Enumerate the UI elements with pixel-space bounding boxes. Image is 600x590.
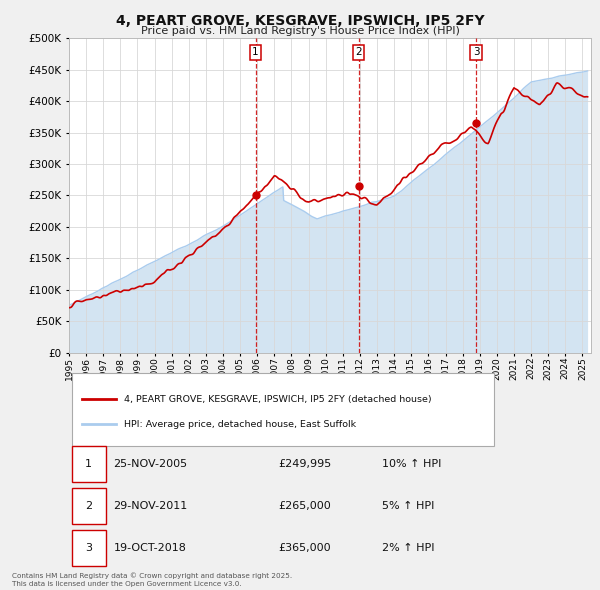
Text: 2% ↑ HPI: 2% ↑ HPI (382, 543, 434, 553)
Text: 4, PEART GROVE, KESGRAVE, IPSWICH, IP5 2FY: 4, PEART GROVE, KESGRAVE, IPSWICH, IP5 2… (116, 14, 484, 28)
Text: Contains HM Land Registry data © Crown copyright and database right 2025.: Contains HM Land Registry data © Crown c… (12, 572, 292, 579)
Text: 29-NOV-2011: 29-NOV-2011 (113, 501, 188, 511)
Text: 2: 2 (355, 47, 362, 57)
Text: 1: 1 (85, 459, 92, 469)
FancyBboxPatch shape (71, 447, 106, 482)
Text: 10% ↑ HPI: 10% ↑ HPI (382, 459, 442, 469)
FancyBboxPatch shape (71, 489, 106, 524)
Text: HPI: Average price, detached house, East Suffolk: HPI: Average price, detached house, East… (124, 420, 356, 429)
Text: 25-NOV-2005: 25-NOV-2005 (113, 459, 187, 469)
Text: 3: 3 (85, 543, 92, 553)
Text: £265,000: £265,000 (278, 501, 331, 511)
Text: 19-OCT-2018: 19-OCT-2018 (113, 543, 186, 553)
Text: £365,000: £365,000 (278, 543, 331, 553)
Text: This data is licensed under the Open Government Licence v3.0.: This data is licensed under the Open Gov… (12, 581, 242, 587)
Text: 4, PEART GROVE, KESGRAVE, IPSWICH, IP5 2FY (detached house): 4, PEART GROVE, KESGRAVE, IPSWICH, IP5 2… (124, 395, 431, 404)
FancyBboxPatch shape (71, 530, 106, 566)
Text: 2: 2 (85, 501, 92, 511)
FancyBboxPatch shape (71, 373, 494, 447)
Text: Price paid vs. HM Land Registry's House Price Index (HPI): Price paid vs. HM Land Registry's House … (140, 26, 460, 36)
Text: 1: 1 (252, 47, 259, 57)
Text: 3: 3 (473, 47, 479, 57)
Text: £249,995: £249,995 (278, 459, 331, 469)
Text: 5% ↑ HPI: 5% ↑ HPI (382, 501, 434, 511)
